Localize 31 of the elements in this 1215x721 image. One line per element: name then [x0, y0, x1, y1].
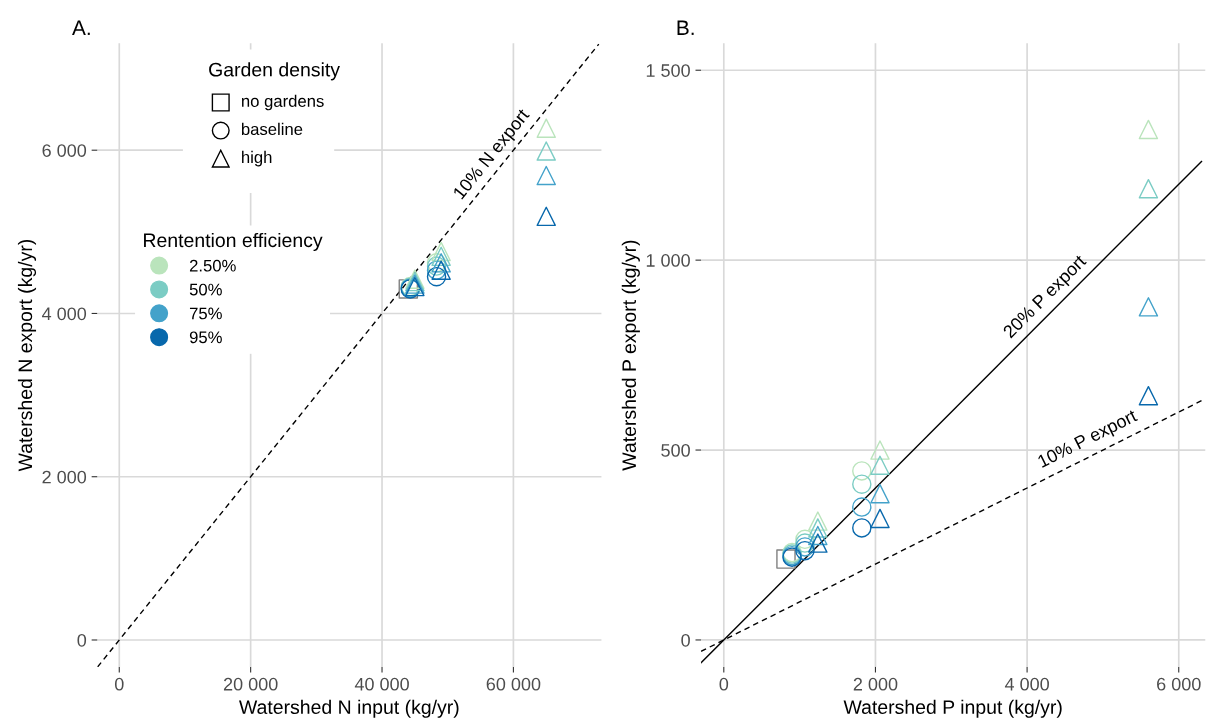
- legend-title: Rentention efficiency: [144, 232, 323, 252]
- x-tick-label: 60 000: [486, 677, 541, 691]
- x-tick-label: 2 000: [853, 677, 898, 691]
- y-tick-label: 2 000: [42, 470, 87, 484]
- x-tick-label: 0: [114, 677, 124, 691]
- x-tick-label: 4 000: [1004, 677, 1049, 691]
- chart-title: B.: [677, 20, 694, 35]
- annotation: no gardens: [242, 94, 324, 111]
- annotation: high: [242, 150, 272, 167]
- y-axis-title: Watershed N export (kg/yr): [17, 239, 37, 472]
- y-tick-label: 4 000: [42, 307, 87, 321]
- legend-label: 50%: [189, 283, 222, 296]
- x-axis-title: Watershed N input (kg/yr): [239, 699, 459, 718]
- legend-label: 95%: [189, 331, 222, 344]
- y-tick-label: 1 000: [646, 254, 690, 267]
- x-tick-label: 20 000: [223, 677, 278, 691]
- y-tick-label: 500: [661, 443, 690, 457]
- x-tick-label: 0: [719, 677, 729, 691]
- y-tick-label: 1 500: [646, 64, 690, 77]
- legend-label: 75%: [189, 307, 222, 320]
- annotation: baseline: [241, 122, 303, 136]
- x-axis-title: Watershed P input (kg/yr): [843, 699, 1062, 718]
- x-tick-label: 6 000: [1157, 677, 1201, 691]
- y-tick-label: 0: [77, 633, 87, 647]
- y-axis-title: Watershed P export (kg/yr): [621, 240, 640, 471]
- legend-label: 2.50%: [189, 259, 236, 272]
- y-tick-label: 0: [681, 633, 690, 647]
- annotation: Garden density: [209, 62, 340, 81]
- x-tick-label: 40 000: [354, 677, 409, 691]
- y-tick-label: 6 000: [42, 144, 87, 157]
- chart-title: A.: [72, 20, 90, 35]
